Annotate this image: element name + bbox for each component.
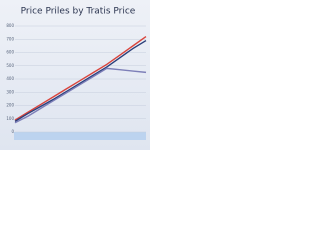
chart-title: Price Priles by Tratis Price	[21, 7, 136, 17]
y-tick-label: 800	[6, 23, 14, 28]
series-line	[14, 67, 147, 124]
y-tick-label: 600	[6, 50, 14, 55]
y-tick-label: 400	[6, 76, 14, 81]
series-line	[14, 39, 147, 122]
background	[0, 0, 150, 150]
y-tick-label: 200	[6, 103, 14, 108]
chart: Price Priles by Tratis Price 0 100 200 300 4…	[0, 0, 150, 150]
y-tick-label: 700	[6, 36, 14, 41]
y-tick-label: 500	[6, 63, 14, 68]
base-band	[14, 132, 146, 140]
series-line	[14, 36, 147, 121]
y-tick-label: 300	[6, 89, 14, 94]
y-tick-label: 0	[11, 129, 14, 134]
y-tick-label: 100	[6, 116, 14, 121]
